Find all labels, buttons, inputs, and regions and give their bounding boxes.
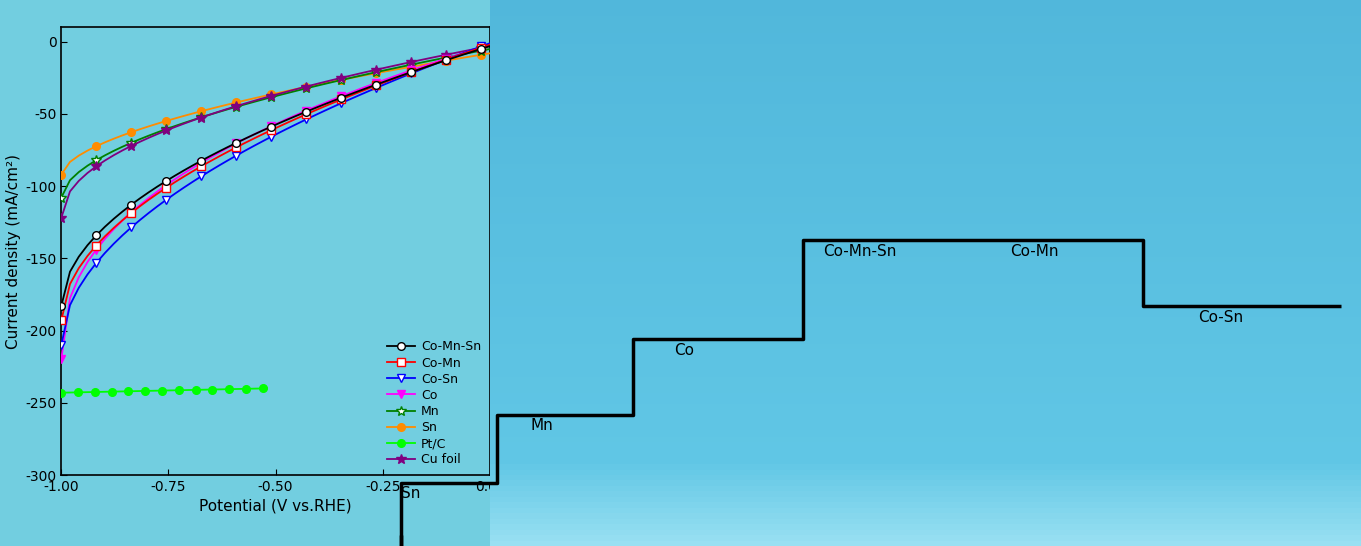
Text: Co-Mn-Sn: Co-Mn-Sn: [823, 245, 897, 259]
X-axis label: Potential (V vs.RHE): Potential (V vs.RHE): [199, 498, 352, 513]
Legend: Co-Mn-Sn, Co-Mn, Co-Sn, Co, Mn, Sn, Pt/C, Cu foil: Co-Mn-Sn, Co-Mn, Co-Sn, Co, Mn, Sn, Pt/C…: [385, 338, 483, 469]
Text: Sn: Sn: [401, 486, 421, 501]
Text: Co-Sn: Co-Sn: [1198, 310, 1243, 325]
Text: Co-Mn: Co-Mn: [1010, 245, 1059, 259]
Text: Co: Co: [674, 343, 694, 358]
Y-axis label: Current density (mA/cm²): Current density (mA/cm²): [5, 153, 20, 349]
Text: Mn: Mn: [531, 418, 554, 433]
